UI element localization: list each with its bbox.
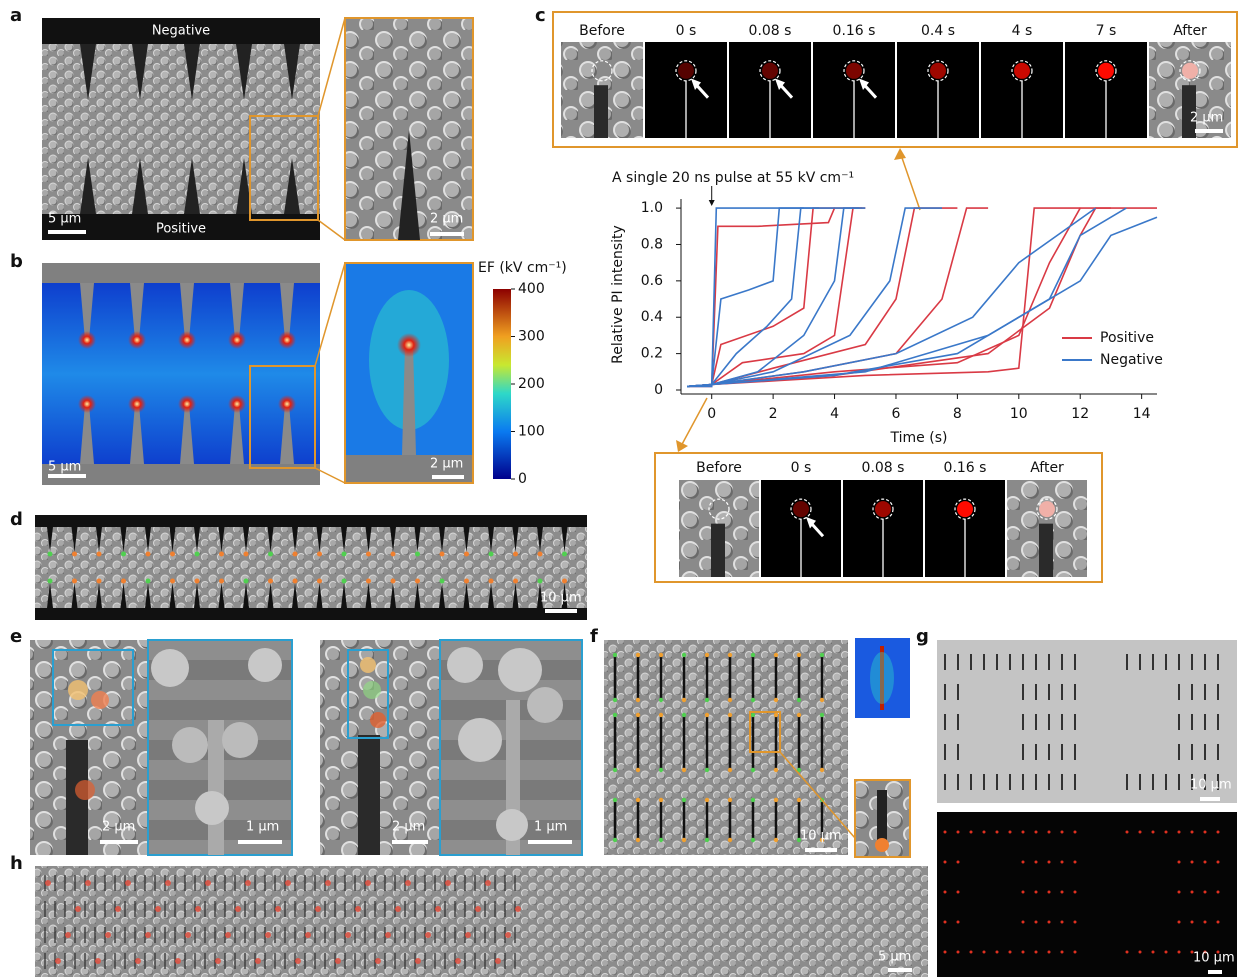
y-tick-label: 0.4 (641, 309, 663, 325)
scale-bar-label: 1 μm (246, 820, 279, 835)
electrode-label: Positive (156, 222, 206, 237)
frame-label: 0.08 s (862, 460, 905, 476)
panel-a: a Negative Positive 5 μm 2 μm (10, 5, 473, 240)
frame-label: Before (696, 460, 742, 476)
scale-bar-label: 2 μm (1190, 111, 1223, 126)
y-tick-label: 0.6 (641, 273, 663, 289)
x-tick-label: 2 (769, 406, 778, 422)
panel-h: h 5 μm (10, 853, 928, 977)
y-tick-label: 0.8 (641, 236, 663, 252)
scale-bar-label: 2 μm (392, 820, 425, 835)
scale-bar-label: 10 μm (800, 829, 842, 844)
colorbar-tick-label: 0 (518, 471, 527, 487)
y-tick-label: 1.0 (641, 200, 663, 216)
scale-bar-label: 2 μm (430, 212, 463, 227)
line (687, 208, 804, 386)
y-tick-label: 0 (654, 382, 663, 398)
x-tick-label: 4 (830, 406, 839, 422)
colorbar-title: EF (kV cm⁻¹) (478, 260, 567, 276)
line (687, 208, 1080, 386)
frame-label: 0.16 s (944, 460, 987, 476)
frame-label: Before (579, 23, 625, 39)
scale-bar-label: 10 μm (1193, 951, 1235, 966)
annotation: A single 20 ns pulse at 55 kV cm⁻¹ (612, 170, 854, 186)
colorbar-tick-label: 400 (518, 281, 545, 297)
panel-d: d 10 μm (10, 509, 587, 620)
scale-bar-label: 1 μm (534, 820, 567, 835)
frame-label: 0 s (791, 460, 812, 476)
x-axis-label: Time (s) (890, 430, 948, 446)
frame-label: 0.08 s (749, 23, 792, 39)
panel-label: g (916, 626, 929, 647)
scale-bar-label: 2 μm (102, 820, 135, 835)
frame-label: 0 s (676, 23, 697, 39)
frame-label: 7 s (1096, 23, 1117, 39)
panel-label: a (10, 5, 22, 26)
frame-label: 0.16 s (833, 23, 876, 39)
frame-label: After (1173, 23, 1207, 39)
panel-label: c (535, 5, 546, 26)
y-tick-label: 0.2 (641, 346, 663, 362)
x-tick-label: 8 (953, 406, 962, 422)
legend-label: Negative (1100, 352, 1163, 368)
panel-g: g 10 μm 10 μm (916, 626, 1237, 977)
scale-bar-label: 5 μm (878, 950, 911, 965)
x-tick-label: 6 (892, 406, 901, 422)
scale-bar-label: 5 μm (48, 460, 81, 475)
panel-e: e 2 μm 1 μm 2 μm 1 μm (10, 626, 582, 855)
panel-label: h (10, 853, 23, 874)
x-tick-label: 12 (1071, 406, 1089, 422)
x-tick-label: 0 (707, 406, 716, 422)
panel-label: e (10, 626, 22, 647)
panel-label: f (590, 626, 598, 647)
frame-label: 0.4 s (921, 23, 955, 39)
frame-label: After (1030, 460, 1064, 476)
scale-bar-label: 10 μm (1190, 778, 1232, 793)
scale-bar-label: 10 μm (540, 591, 582, 606)
y-axis-label: Relative PI intensity (610, 225, 626, 364)
colorbar-tick-label: 100 (518, 424, 545, 440)
panel-label: b (10, 251, 23, 272)
scale-bar-label: 5 μm (48, 212, 81, 227)
x-tick-label: 10 (1010, 406, 1028, 422)
x-tick-label: 14 (1133, 406, 1151, 422)
colorbar-tick-label: 300 (518, 329, 545, 345)
colorbar (493, 289, 511, 479)
panel-label: d (10, 509, 23, 530)
electrode-label: Negative (152, 24, 210, 39)
frame-label: 4 s (1012, 23, 1033, 39)
scale-bar-label: 2 μm (430, 457, 463, 472)
panel-b: b 5 μm 2 μm EF (kV cm⁻¹) 0 100 200 300 400 (10, 251, 567, 487)
legend-label: Positive (1100, 330, 1154, 346)
panel-c: c Before 0 s 0.08 s 0.16 s 0.4 s 4 s 7 s After B… (535, 5, 1237, 582)
panel-f: f 10 μm (590, 626, 910, 857)
figure: a Negative Positive 5 μm 2 μm b 5 μm (0, 0, 1239, 977)
colorbar-tick-label: 200 (518, 376, 545, 392)
